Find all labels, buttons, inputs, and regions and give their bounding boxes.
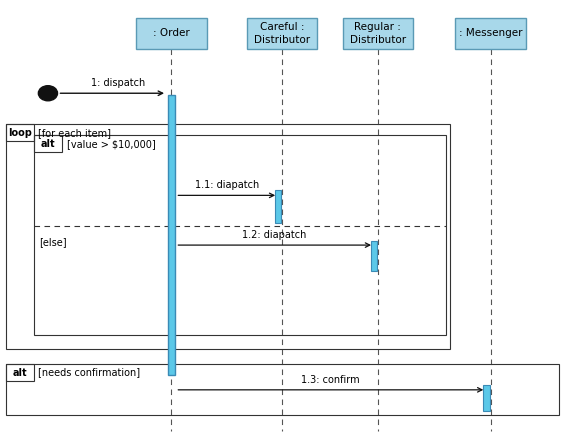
Bar [34, 135, 446, 335]
Text: 1.3: confirm: 1.3: confirm [302, 374, 360, 385]
Bar [342, 18, 413, 49]
Bar [136, 18, 206, 49]
Text: : Messenger: : Messenger [459, 28, 522, 38]
Text: Careful :: Careful : [260, 22, 304, 32]
Bar [483, 385, 490, 411]
Bar [371, 241, 377, 271]
Bar [6, 124, 34, 141]
Bar [6, 364, 559, 415]
Bar [168, 95, 175, 375]
Bar [6, 364, 34, 381]
Text: loop: loop [8, 128, 32, 138]
Text: 1: dispatch: 1: dispatch [91, 78, 145, 88]
Text: [needs confirmation]: [needs confirmation] [38, 368, 140, 377]
Text: : Order: : Order [153, 28, 190, 38]
Bar [456, 18, 526, 49]
Text: [for each item]: [for each item] [38, 128, 111, 138]
Text: Distributor: Distributor [350, 35, 406, 44]
Text: [else]: [else] [39, 237, 67, 247]
Text: alt: alt [12, 368, 27, 377]
Bar [34, 135, 62, 152]
Text: [value > $10,000]: [value > $10,000] [67, 139, 155, 149]
Text: 1.2: diapatch: 1.2: diapatch [243, 230, 307, 240]
Bar [247, 18, 317, 49]
Text: 1.1: diapatch: 1.1: diapatch [195, 180, 259, 190]
Text: alt: alt [41, 139, 55, 149]
Circle shape [38, 86, 58, 101]
Bar [6, 124, 450, 349]
Bar [275, 190, 281, 223]
Text: Distributor: Distributor [254, 35, 310, 44]
Text: Regular :: Regular : [354, 22, 402, 32]
